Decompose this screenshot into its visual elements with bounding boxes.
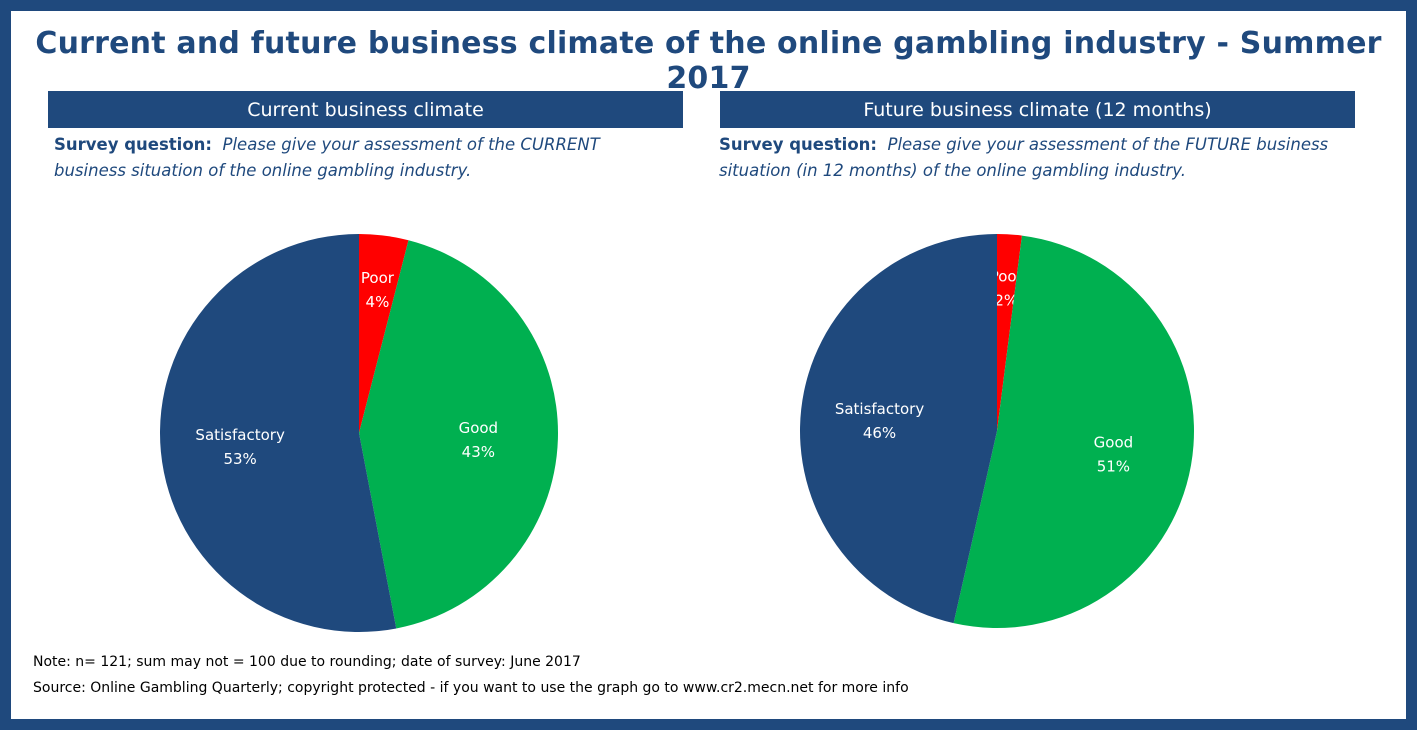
slice-label-good: Good bbox=[459, 419, 499, 437]
slice-value-good: 43% bbox=[462, 443, 495, 461]
slice-value-poor: 2% bbox=[994, 292, 1018, 310]
survey-question-text-line1: Please give your assessment of the FUTUR… bbox=[887, 135, 1329, 154]
pie-slice-poor bbox=[997, 234, 1022, 431]
note-text: Note: n= 121; sum may not = 100 due to r… bbox=[33, 654, 581, 670]
pie-slice-poor bbox=[359, 234, 409, 433]
survey-question-future: Survey question: Please give your assess… bbox=[719, 132, 1369, 184]
pie-slice-good bbox=[359, 240, 558, 629]
chart-title: Current and future business climate of t… bbox=[35, 26, 1382, 96]
slice-value-satisfactory: 53% bbox=[223, 450, 256, 468]
slice-value-good: 51% bbox=[1097, 458, 1130, 476]
panel-header-current: Current business climate bbox=[48, 91, 683, 128]
survey-question-label: Survey question: bbox=[719, 135, 878, 154]
pie-slice-satisfactory bbox=[159, 234, 397, 632]
survey-question-text-line1: Please give your assessment of the CURRE… bbox=[222, 135, 600, 154]
pie-chart-future: Poor 2% Good 51% Satisfactory 46% bbox=[800, 234, 1194, 628]
slice-label-satisfactory: Satisfactory bbox=[835, 400, 925, 418]
survey-question-label: Survey question: bbox=[54, 135, 213, 154]
panel-header-future: Future business climate (12 months) bbox=[720, 91, 1355, 128]
pie-slice-satisfactory bbox=[800, 234, 997, 624]
survey-question-current: Survey question: Please give your assess… bbox=[54, 132, 694, 184]
pie-slice-good bbox=[953, 235, 1194, 628]
pie-chart-current: Poor 4% Good 43% Satisfactory 53% bbox=[159, 234, 558, 632]
slice-label-good: Good bbox=[1094, 434, 1134, 452]
survey-question-text-line2: situation (in 12 months) of the online g… bbox=[719, 161, 1186, 180]
slice-value-poor: 4% bbox=[366, 293, 390, 311]
source-text: Source: Online Gambling Quarterly; copyr… bbox=[33, 680, 909, 696]
survey-question-text-line2: business situation of the online gamblin… bbox=[54, 161, 472, 180]
slice-label-satisfactory: Satisfactory bbox=[195, 426, 285, 444]
slice-value-satisfactory: 46% bbox=[863, 424, 896, 442]
slice-label-poor: Poor bbox=[361, 269, 395, 287]
slice-label-poor: Poor bbox=[990, 268, 1024, 286]
